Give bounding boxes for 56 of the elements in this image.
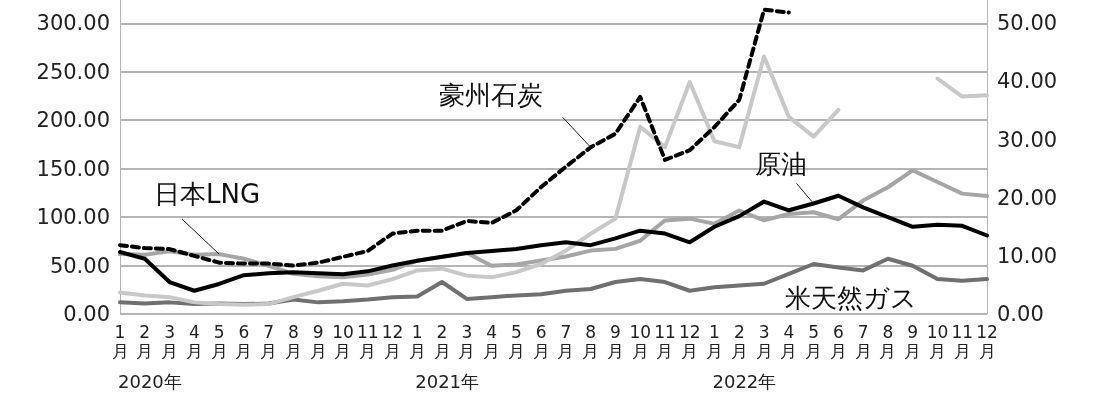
text: 豪州石炭 [438, 80, 543, 111]
series-label: 日本LNG [154, 179, 261, 210]
text: 2021年 [415, 370, 480, 392]
x-tick-label: 5月 [210, 321, 228, 361]
x-tick-label: 2月 [433, 321, 451, 361]
x-tick-label: 3月 [755, 321, 773, 361]
x-tick-label: 10月 [926, 321, 949, 361]
x-tick-label: 10月 [629, 321, 652, 361]
x-tick-label: 7月 [260, 321, 278, 361]
x-tick-label: 8月 [582, 321, 600, 361]
x-tick-label: 5月 [805, 321, 823, 361]
y2-tick-label: 10.00 [997, 243, 1058, 268]
y2-tick-label: 0.00 [997, 302, 1044, 326]
x-tick-label: 9月 [309, 321, 327, 361]
x-tick-label: 4月 [185, 321, 203, 361]
text: 2020年 [118, 370, 182, 392]
x-tick-label: 6月 [235, 321, 253, 361]
x-tick-label: 2月 [730, 321, 748, 361]
x-tick-label: 11月 [654, 321, 676, 361]
x-tick-label: 4月 [483, 321, 501, 361]
x-tick-label: 1月 [706, 321, 724, 361]
x-tick-label: 10月 [332, 321, 354, 361]
x-tick-label: 6月 [532, 321, 550, 361]
y-tick-label: 200.00 [36, 108, 110, 133]
y-tick-label: 150.00 [36, 156, 110, 181]
y-tick-label: 0.00 [63, 302, 110, 326]
x-tick-label: 12月 [381, 321, 404, 361]
y2-tick-label: 50.00 [997, 11, 1058, 36]
x-tick-label: 8月 [284, 321, 302, 361]
x-tick-label: 5月 [507, 321, 525, 361]
x-tick-label: 12月 [976, 321, 998, 361]
x-tick-label: 4月 [780, 321, 798, 361]
y2-tick-label: 30.00 [997, 127, 1058, 152]
y-tick-label: 100.00 [36, 205, 110, 230]
x-tick-label: 12月 [678, 321, 701, 361]
x-tick-label: 3月 [458, 321, 476, 361]
x-tick-label: 1月 [408, 321, 426, 361]
y2-tick-label: 20.00 [997, 185, 1058, 210]
x-tick-label: 8月 [879, 321, 897, 361]
y-tick-label: 50.00 [49, 253, 110, 278]
x-tick-label: 3月 [161, 321, 179, 361]
x-tick-label: 7月 [557, 321, 575, 361]
x-tick-label: 6月 [829, 321, 847, 361]
series-label: 原油 [754, 148, 807, 179]
series-label: 米天然ガス [785, 283, 918, 314]
x-tick-label: 9月 [904, 321, 922, 361]
x-tick-label: 11月 [951, 321, 974, 361]
x-tick-label: 11月 [356, 321, 379, 361]
x-tick-label: 9月 [606, 321, 624, 361]
text: 2022年 [712, 370, 777, 392]
x-tick-label: 2月 [136, 321, 154, 361]
y2-tick-label: 40.00 [997, 69, 1058, 94]
x-tick-label: 7月 [854, 321, 872, 361]
y-tick-label: 250.00 [36, 59, 110, 84]
y-tick-label: 300.00 [36, 11, 110, 36]
x-tick-label: 1月 [111, 321, 129, 361]
